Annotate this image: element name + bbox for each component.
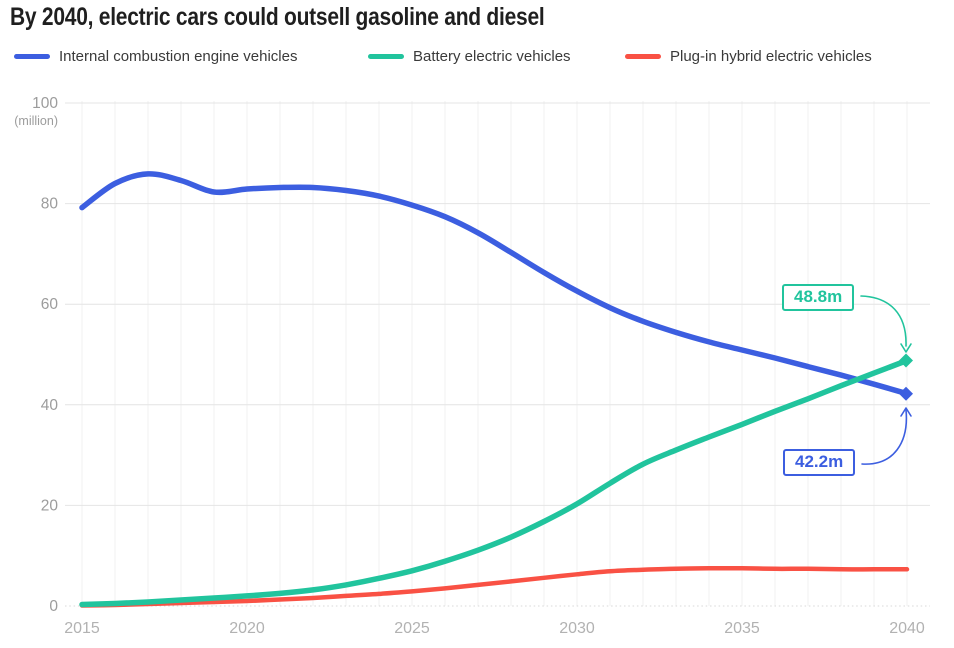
legend-item-bev: Battery electric vehicles <box>368 46 571 66</box>
end-marker-bev <box>899 353 913 368</box>
annotation-arrowhead-ice <box>900 407 912 417</box>
legend-label-bev: Battery electric vehicles <box>413 47 571 65</box>
series-end-markers <box>899 353 913 401</box>
series-line-ice <box>79 171 910 397</box>
y-tick-label: 80 <box>41 196 59 213</box>
y-tick-label: 100 <box>32 95 58 112</box>
annotation-value-ice: 42.2m <box>783 449 856 476</box>
legend-item-phev: Plug-in hybrid electric vehicles <box>625 46 872 66</box>
x-axis-tick-labels: 2015 2020 2025 2030 2035 2040 <box>64 620 925 637</box>
y-tick-label: 60 <box>41 296 59 313</box>
legend-swatch-ice <box>14 53 50 59</box>
y-tick-label: 40 <box>41 397 59 414</box>
annotation-arrow-ice <box>861 409 908 465</box>
end-marker-ice <box>899 386 913 401</box>
legend-item-ice: Internal combustion engine vehicles <box>14 46 297 66</box>
chart-title: By 2040, electric cars could outsell gas… <box>10 3 545 31</box>
x-tick-label: 2035 <box>724 620 760 637</box>
legend-swatch-bev <box>368 53 404 59</box>
y-axis-unit-label: (million) <box>14 114 58 128</box>
legend: Internal combustion engine vehicles Batt… <box>0 46 954 66</box>
annotation-arrow-bev <box>860 295 907 347</box>
x-tick-label: 2025 <box>394 620 430 637</box>
y-tick-label: 0 <box>49 598 58 615</box>
horizontal-gridlines <box>65 102 930 607</box>
series-line-bev <box>79 357 910 608</box>
legend-swatch-phev <box>625 53 661 59</box>
annotation-value-bev: 48.8m <box>782 284 855 311</box>
annotation-arrowhead-bev <box>900 343 912 353</box>
series-line-phev <box>79 565 910 608</box>
x-tick-label: 2020 <box>229 620 265 637</box>
y-tick-label: 20 <box>41 497 59 514</box>
legend-label-phev: Plug-in hybrid electric vehicles <box>670 47 872 65</box>
data-series-lines <box>79 171 910 608</box>
x-tick-label: 2030 <box>559 620 595 637</box>
x-tick-label: 2015 <box>64 620 100 637</box>
y-axis-tick-labels: 0 20 40 60 80 100 <box>32 95 58 615</box>
vertical-gridlines <box>81 101 908 606</box>
x-tick-label: 2040 <box>889 620 925 637</box>
legend-label-ice: Internal combustion engine vehicles <box>59 47 298 65</box>
